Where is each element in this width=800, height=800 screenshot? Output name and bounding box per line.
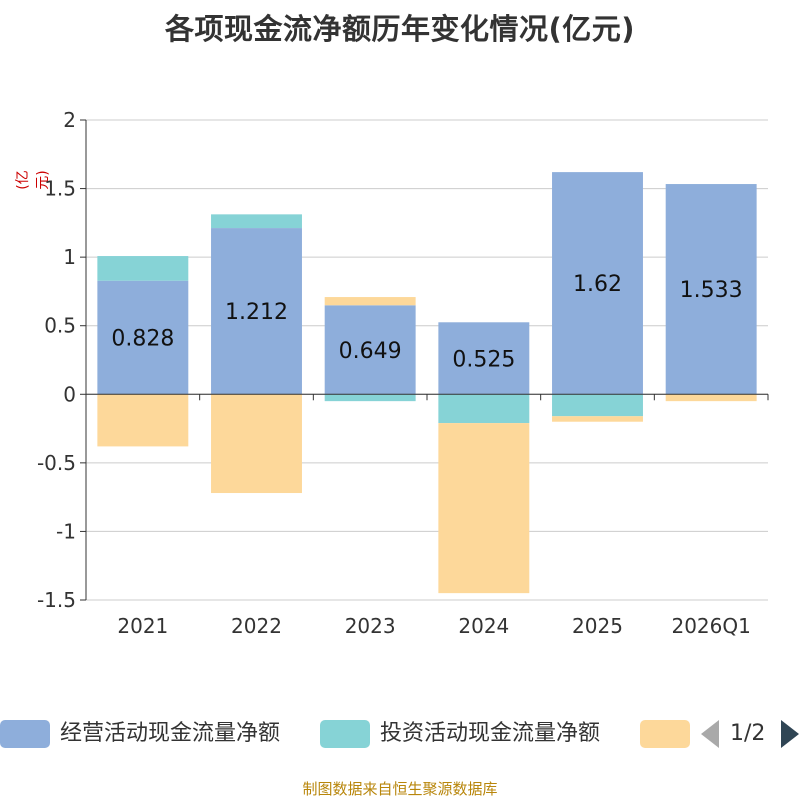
y-tick-label: 1.5 (44, 177, 76, 201)
legend-page-indicator: 1/2 (730, 721, 766, 746)
y-tick-label: 1 (63, 245, 76, 269)
bar-series2-2026Q1 (665, 394, 757, 402)
legend-swatch-operating (0, 720, 50, 748)
x-tick-label: 2021 (117, 614, 168, 638)
x-tick-label: 2024 (458, 614, 509, 638)
legend-prev-arrow-icon[interactable] (701, 720, 719, 748)
bar-series2-2025 (552, 416, 643, 422)
grid-lines (86, 119, 768, 601)
chart-title: 各项现金流净额历年变化情况(亿元) (164, 12, 635, 46)
bar-series0-2024 (438, 322, 530, 395)
legend-swatch-investing (320, 720, 370, 748)
legend-next-arrow-icon[interactable] (781, 720, 799, 748)
legend-label-operating: 经营活动现金流量净额 (60, 721, 281, 746)
y-tick-label: -1.5 (37, 588, 76, 612)
bar-series0-2022 (211, 228, 302, 395)
data-source-note: 制图数据来自恒生聚源数据库 (302, 780, 498, 798)
chart-plot: 2 1.5 1 0.5 0 -0.5 -1 -1.5 2021 2022 2023 2024 2025 2… (37, 108, 769, 638)
legend: 经营活动现金流量净额 投资活动现金流量净额 1/2 (0, 712, 800, 756)
y-tick-label: 2 (63, 108, 76, 132)
data-label-2024: 0.525 (452, 347, 515, 372)
data-label-2025: 1.62 (573, 272, 622, 297)
data-labels: 0.828 1.212 0.649 0.525 1.62 1.533 (111, 272, 742, 372)
y-tick-label: -0.5 (37, 451, 76, 475)
legend-pager: 1/2 (700, 718, 800, 750)
bar-series1-2025 (552, 394, 643, 417)
bar-series1-2024 (438, 394, 530, 424)
bar-series2-2021 (97, 394, 189, 447)
legend-swatch-financing (640, 720, 690, 748)
bar-series0-2023 (324, 305, 416, 395)
axes: 2 1.5 1 0.5 0 -0.5 -1 -1.5 2021 2022 2023 2024 2025 2… (37, 108, 769, 638)
y-tick-label: 0.5 (44, 314, 76, 338)
legend-item-financing[interactable] (640, 718, 690, 750)
bar-series0-2021 (97, 280, 189, 395)
x-tick-label: 2022 (231, 614, 282, 638)
bar-series0-2025 (552, 172, 643, 395)
bar-series2-2024 (438, 423, 530, 594)
bar-series0-2026Q1 (665, 184, 757, 395)
x-tick-label: 2023 (345, 614, 396, 638)
data-label-2022: 1.212 (225, 300, 288, 325)
bars (97, 172, 757, 594)
bar-series1-2022 (211, 214, 302, 229)
data-label-2023: 0.649 (339, 339, 402, 364)
bar-series2-2022 (211, 394, 302, 494)
data-label-2021: 0.828 (111, 327, 174, 352)
x-tick-label: 2026Q1 (671, 614, 750, 638)
legend-label-investing: 投资活动现金流量净额 (380, 721, 601, 746)
bar-series2-2023 (324, 297, 416, 306)
y-tick-label: 0 (63, 382, 76, 406)
legend-item-operating[interactable]: 经营活动现金流量净额 (0, 718, 310, 750)
legend-item-investing[interactable]: 投资活动现金流量净额 (320, 718, 630, 750)
bar-series1-2021 (97, 256, 189, 281)
bar-series1-2023 (324, 394, 416, 402)
data-label-2026Q1: 1.533 (680, 278, 743, 303)
x-tick-label: 2025 (572, 614, 623, 638)
y-tick-label: -1 (56, 519, 76, 543)
